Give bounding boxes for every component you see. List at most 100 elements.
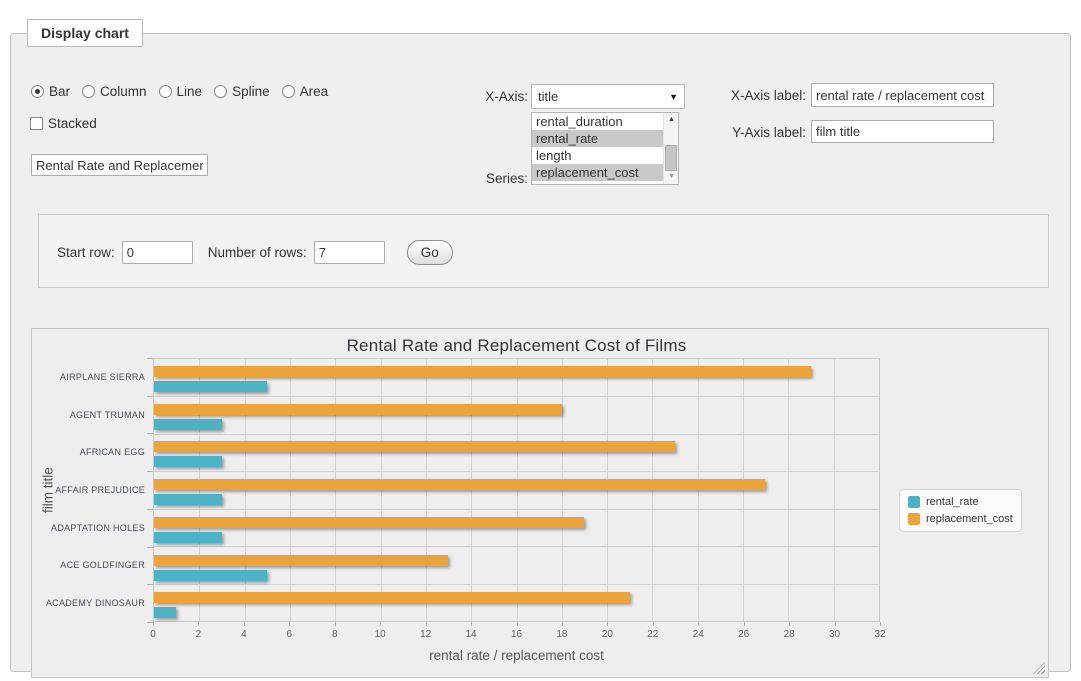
stacked-checkbox-row[interactable]: Stacked bbox=[30, 116, 97, 131]
resize-handle-icon[interactable] bbox=[1033, 662, 1045, 674]
radio-icon[interactable] bbox=[31, 85, 44, 98]
x-tick bbox=[653, 622, 654, 626]
x-tick bbox=[426, 622, 427, 626]
series-select-label: Series: bbox=[428, 171, 528, 186]
gridline bbox=[788, 359, 789, 621]
x-tick bbox=[744, 622, 745, 626]
radio-label: Line bbox=[177, 84, 203, 99]
legend-label: rental_rate bbox=[926, 496, 979, 508]
x-tick-label: 24 bbox=[683, 629, 713, 640]
radio-line[interactable]: Line bbox=[159, 84, 203, 99]
y-tick bbox=[147, 622, 153, 623]
legend-swatch-icon bbox=[908, 496, 920, 508]
scroll-up-icon[interactable]: ▲ bbox=[664, 113, 679, 127]
start-row-input[interactable] bbox=[122, 241, 193, 264]
x-tick-label: 0 bbox=[138, 629, 168, 640]
radio-column[interactable]: Column bbox=[82, 84, 147, 99]
x-tick-label: 26 bbox=[729, 629, 759, 640]
go-button[interactable]: Go bbox=[407, 240, 453, 265]
radio-icon[interactable] bbox=[159, 85, 172, 98]
y-tick bbox=[147, 471, 153, 472]
legend-item-replacement_cost[interactable]: replacement_cost bbox=[908, 513, 1013, 525]
x-tick bbox=[789, 622, 790, 626]
bar-rental_rate bbox=[154, 456, 222, 467]
radio-icon[interactable] bbox=[82, 85, 95, 98]
bar-replacement_cost bbox=[154, 592, 630, 603]
gridline bbox=[154, 471, 879, 472]
y-tick bbox=[147, 433, 153, 434]
radio-spline[interactable]: Spline bbox=[214, 84, 270, 99]
y-tick bbox=[147, 547, 153, 548]
series-option-rental_duration[interactable]: rental_duration bbox=[532, 113, 663, 130]
x-tick bbox=[835, 622, 836, 626]
x-tick bbox=[880, 622, 881, 626]
radio-label: Spline bbox=[232, 84, 270, 99]
gridline bbox=[834, 359, 835, 621]
y-axis-label-label: Y-Axis label: bbox=[706, 125, 806, 140]
x-tick-label: 30 bbox=[820, 629, 850, 640]
bar-rental_rate bbox=[154, 494, 222, 505]
chart-legend: rental_rate replacement_cost bbox=[899, 489, 1022, 532]
bar-rental_rate bbox=[154, 381, 267, 392]
bar-rental_rate bbox=[154, 532, 222, 543]
chart-title: Rental Rate and Replacement Cost of Film… bbox=[153, 336, 880, 356]
series-option-length[interactable]: length bbox=[532, 147, 663, 164]
x-tick bbox=[562, 622, 563, 626]
radio-bar[interactable]: Bar bbox=[31, 84, 70, 99]
x-tick bbox=[335, 622, 336, 626]
radio-label: Bar bbox=[49, 84, 70, 99]
x-tick bbox=[698, 622, 699, 626]
panel-title: Display chart bbox=[27, 19, 143, 47]
radio-area[interactable]: Area bbox=[282, 84, 329, 99]
x-tick bbox=[153, 622, 154, 626]
category-label: AFFAIR PREJUDICE bbox=[32, 471, 145, 509]
x-tick bbox=[471, 622, 472, 626]
radio-icon[interactable] bbox=[282, 85, 295, 98]
chart-title-input[interactable] bbox=[31, 154, 208, 176]
scrollbar-thumb[interactable] bbox=[665, 145, 677, 171]
category-label: ACE GOLDFINGER bbox=[32, 547, 145, 585]
category-label: AGENT TRUMAN bbox=[32, 396, 145, 434]
x-axis-label-input[interactable] bbox=[811, 83, 994, 107]
series-scrollbar[interactable]: ▲ ▼ bbox=[663, 113, 678, 184]
gridline bbox=[154, 434, 879, 435]
series-option-rental_rate[interactable]: rental_rate bbox=[532, 130, 663, 147]
x-axis-select[interactable]: title ▼ bbox=[531, 84, 685, 109]
x-tick-label: 22 bbox=[638, 629, 668, 640]
bar-rental_rate bbox=[154, 419, 222, 430]
scroll-down-icon[interactable]: ▼ bbox=[664, 170, 679, 184]
chart-container: Rental Rate and Replacement Cost of Film… bbox=[31, 328, 1049, 678]
x-tick-label: 32 bbox=[865, 629, 895, 640]
number-of-rows-label: Number of rows: bbox=[208, 245, 307, 260]
x-tick bbox=[244, 622, 245, 626]
series-option-replacement_cost[interactable]: replacement_cost bbox=[532, 164, 663, 181]
y-axis-label-input[interactable] bbox=[811, 120, 994, 143]
rows-form: Start row: Number of rows: Go bbox=[38, 214, 1049, 288]
legend-label: replacement_cost bbox=[926, 513, 1013, 525]
radio-icon[interactable] bbox=[214, 85, 227, 98]
bar-replacement_cost bbox=[154, 555, 448, 566]
gridline bbox=[154, 546, 879, 547]
x-tick-label: 6 bbox=[274, 629, 304, 640]
bar-replacement_cost bbox=[154, 366, 811, 377]
category-label: AFRICAN EGG bbox=[32, 433, 145, 471]
legend-item-rental_rate[interactable]: rental_rate bbox=[908, 496, 1013, 508]
x-tick-label: 28 bbox=[774, 629, 804, 640]
series-multiselect[interactable]: rental_durationrental_ratelengthreplacem… bbox=[531, 112, 679, 185]
x-tick bbox=[607, 622, 608, 626]
x-axis-selected-value: title bbox=[538, 89, 558, 104]
rows-form-row: Start row: Number of rows: Go bbox=[57, 240, 453, 265]
x-tick-label: 14 bbox=[456, 629, 486, 640]
y-tick bbox=[147, 396, 153, 397]
gridline bbox=[154, 509, 879, 510]
x-tick bbox=[517, 622, 518, 626]
category-label: AIRPLANE SIERRA bbox=[32, 358, 145, 396]
bar-rental_rate bbox=[154, 570, 267, 581]
x-tick-label: 18 bbox=[547, 629, 577, 640]
category-label: ACADEMY DINOSAUR bbox=[32, 584, 145, 622]
x-tick-label: 4 bbox=[229, 629, 259, 640]
stacked-checkbox[interactable] bbox=[30, 117, 43, 130]
chevron-down-icon: ▼ bbox=[669, 92, 678, 102]
number-of-rows-input[interactable] bbox=[314, 241, 385, 264]
chart-type-radiogroup: Bar Column Line Spline Area bbox=[31, 84, 328, 99]
